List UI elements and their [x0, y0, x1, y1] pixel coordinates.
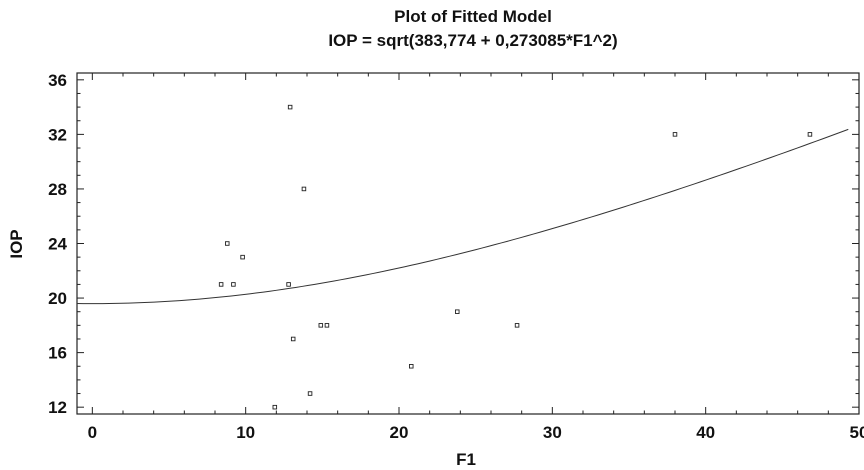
- plot-frame: [76, 72, 860, 415]
- y-tick-label: 32: [48, 125, 67, 144]
- x-tick-label: 40: [696, 423, 715, 442]
- x-tick-labels: 0 10 20 30 40 50: [88, 423, 864, 442]
- x-tick-label: 10: [236, 423, 255, 442]
- y-axis-label: IOP: [7, 229, 26, 258]
- y-tick-label: 16: [48, 344, 67, 363]
- data-point: [290, 336, 296, 342]
- data-point: [307, 391, 313, 396]
- data-point: [225, 241, 230, 246]
- data-point: [409, 364, 414, 369]
- data-point: [318, 323, 324, 328]
- data-point: [672, 132, 678, 137]
- chart-subtitle: IOP = sqrt(383,774 + 0,273085*F1^2): [328, 31, 617, 50]
- data-point: [287, 104, 293, 110]
- data-points: [218, 104, 813, 410]
- y-tick-label: 12: [48, 398, 67, 417]
- data-point: [324, 323, 330, 328]
- data-point: [807, 132, 813, 137]
- x-axis-label: F1: [456, 450, 476, 469]
- x-tick-label: 50: [850, 423, 864, 442]
- y-tick-label: 28: [48, 180, 67, 199]
- fitted-curve: [76, 128, 849, 305]
- y-tick-label: 36: [48, 71, 67, 90]
- data-point: [286, 282, 291, 287]
- data-point: [218, 282, 224, 287]
- y-tick-labels: 12 16 20 24 28 32 36: [48, 71, 67, 417]
- data-point: [455, 309, 460, 314]
- data-point: [301, 186, 307, 192]
- axis-ticks: [77, 73, 860, 414]
- x-tick-label: 20: [390, 423, 409, 442]
- data-point: [514, 323, 520, 328]
- chart-title: Plot of Fitted Model: [394, 7, 552, 26]
- data-point: [272, 404, 278, 410]
- x-tick-label: 30: [543, 423, 562, 442]
- y-tick-label: 20: [48, 289, 67, 308]
- y-tick-label: 24: [48, 235, 67, 254]
- data-point: [231, 282, 236, 287]
- data-point: [240, 254, 245, 260]
- x-tick-label: 0: [88, 423, 97, 442]
